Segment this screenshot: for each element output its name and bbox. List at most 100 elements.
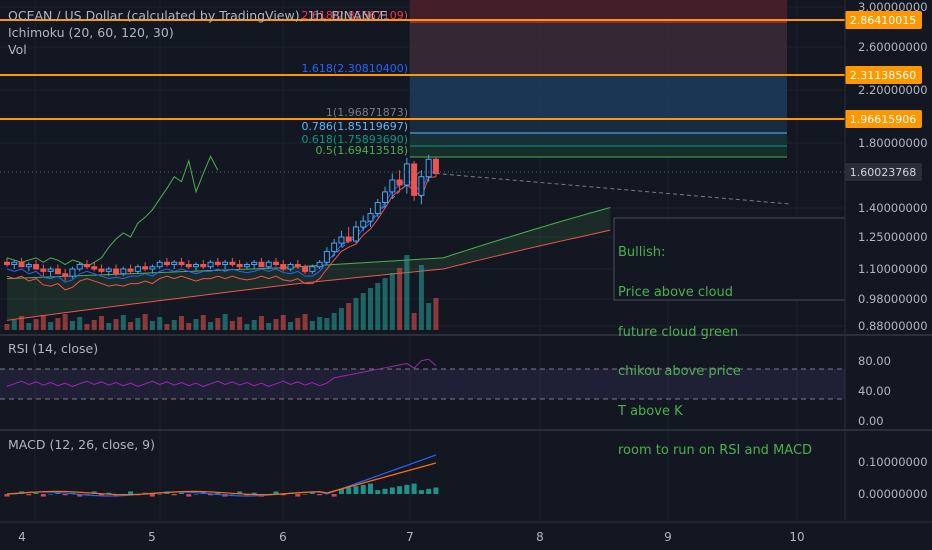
fib-zone	[410, 133, 787, 146]
candle-body	[120, 268, 127, 275]
volume-bar	[200, 315, 206, 330]
candle-body	[287, 263, 294, 270]
candle-body	[425, 158, 432, 178]
candle-body	[156, 261, 163, 268]
volume-bar	[171, 320, 177, 330]
candle-body	[265, 261, 272, 268]
volume-bar	[149, 321, 155, 330]
time-axis-tick: 6	[279, 530, 287, 544]
time-axis-tick: 5	[148, 530, 156, 544]
volume-bar	[157, 317, 163, 330]
time-axis-tick: 7	[406, 530, 414, 544]
candle-body	[76, 263, 83, 270]
horizontal-lines[interactable]: 2.86410015 2.31138560 1.96615906 1.60023768	[0, 11, 922, 181]
macd-histogram-bar	[426, 488, 432, 494]
volume-bar	[48, 322, 54, 330]
price-axis-tick: 2.60000000	[858, 40, 928, 54]
candle-body	[11, 261, 18, 265]
volume-bar	[142, 314, 148, 330]
macd-histogram-bar	[317, 494, 323, 496]
candle-body	[4, 261, 10, 265]
candle-body	[33, 263, 40, 270]
fibonacci-extension[interactable]: 1.618(2.30810400) 1(1.96871873)0.786(1.85…	[301, 0, 787, 158]
leading-span-b	[6, 229, 611, 321]
macd-histogram-bar	[397, 486, 403, 494]
candle-body	[171, 261, 178, 265]
candlestick-series[interactable]	[4, 154, 439, 282]
candle-body	[331, 242, 338, 252]
candle-body	[178, 261, 185, 265]
candle-body	[323, 250, 330, 263]
leading-span-a	[6, 206, 611, 280]
ichimoku-legend[interactable]: Ichimoku (20, 60, 120, 30)	[8, 25, 174, 40]
candle-body	[309, 266, 316, 272]
macd-histogram-bar	[280, 494, 286, 496]
price-label-box	[845, 66, 922, 84]
candle-body	[316, 261, 323, 268]
macd-histogram-bar	[331, 494, 337, 497]
annotation-border[interactable]	[613, 217, 846, 301]
chikou-span-line	[6, 155, 219, 268]
volume-bar	[128, 322, 134, 330]
macd-histogram-bar	[229, 494, 235, 495]
volume-bar	[309, 321, 315, 330]
rsi-axis-tick: 80.00	[858, 354, 891, 368]
candle-body	[98, 268, 105, 272]
macd-histogram-bar	[273, 491, 279, 494]
time-axis-tick: 4	[18, 530, 26, 544]
volume-bar	[164, 324, 170, 330]
candle-body	[403, 163, 410, 186]
candle-body	[280, 263, 287, 270]
price-axis[interactable]: 3.00000000 2.60000000 2.20000000 1.80000000…	[858, 0, 928, 501]
annotation-line: chikou above price	[618, 364, 741, 380]
macd-histogram-bar	[208, 494, 214, 496]
candle-body	[91, 266, 98, 270]
annotation-text[interactable]: Bullish: Price above cloud future cloud …	[618, 220, 844, 471]
candle-body	[345, 236, 352, 242]
macd-histogram-bar	[26, 494, 32, 496]
volume-bar	[360, 293, 366, 330]
ichimoku-cloud	[6, 155, 791, 321]
candle-body	[367, 213, 374, 222]
macd-histogram-bar	[404, 484, 410, 494]
time-axis-tick: 9	[664, 530, 672, 544]
current-price-label: 1.60023768	[850, 166, 916, 179]
macd-histogram-bar	[353, 486, 359, 494]
pane-separators[interactable]	[0, 0, 932, 520]
volume-bar	[106, 323, 112, 330]
candle-body	[18, 261, 25, 268]
candle-body	[396, 179, 403, 186]
macd-histogram-bar	[99, 494, 105, 496]
fib-zone	[410, 75, 787, 119]
candle-body	[54, 268, 61, 275]
volume-bar	[120, 315, 126, 330]
volume-legend[interactable]: Vol	[8, 42, 27, 57]
volume-bar	[62, 314, 68, 330]
volume-bar	[368, 288, 373, 330]
candle-body	[83, 263, 90, 268]
macd-histogram-bar	[418, 490, 424, 494]
tenkan-sen-line	[6, 171, 436, 283]
candle-body	[338, 236, 345, 244]
macd-histogram-bar	[295, 494, 301, 497]
macd-histogram-bar	[48, 494, 54, 495]
candle-body	[272, 261, 279, 265]
time-axis[interactable]: 4 5 6 7 8 9 10	[0, 521, 932, 544]
macd-line	[6, 454, 437, 497]
candle-body	[243, 263, 250, 268]
symbol-title[interactable]: OCEAN / US Dollar (calculated by Trading…	[8, 8, 388, 23]
fib-zone	[410, 0, 787, 22]
annotation-box[interactable]	[613, 217, 846, 301]
candle-body	[302, 266, 309, 272]
rsi-legend[interactable]: RSI (14, close)	[8, 341, 99, 356]
price-label: 1.96615906	[850, 113, 916, 126]
macd-histogram-bar	[77, 494, 83, 497]
macd-histogram-bar	[33, 492, 39, 494]
macd-histogram-bar	[368, 483, 373, 494]
price-axis-tick: 1.40000000	[858, 201, 928, 215]
macd-legend[interactable]: MACD (12, 26, close, 9)	[8, 437, 155, 452]
macd-axis-tick: 0.10000000	[858, 455, 928, 469]
volume-bar	[208, 322, 214, 330]
macd-histogram-bar	[149, 494, 155, 497]
